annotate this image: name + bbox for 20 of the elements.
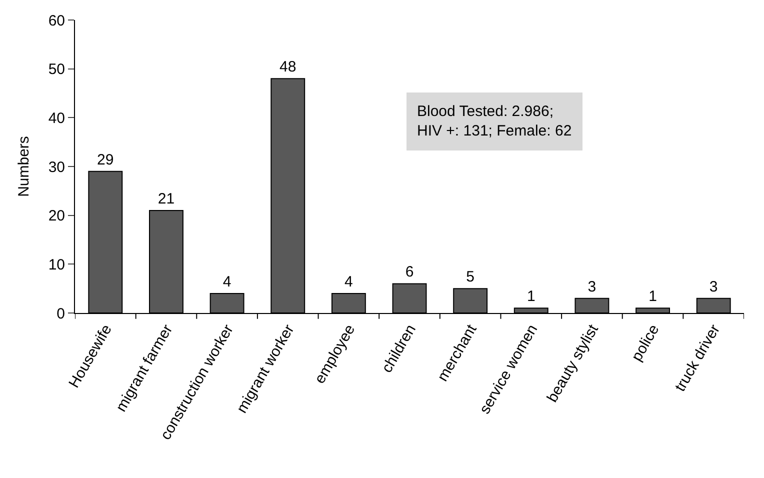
data-label: 29: [97, 151, 114, 168]
y-tick-label: 10: [48, 256, 65, 274]
y-axis-title: Numbers: [16, 136, 33, 197]
y-tick-label: 30: [48, 158, 65, 176]
data-label: 1: [526, 288, 536, 306]
data-label: 1: [648, 288, 657, 306]
data-label: 5: [466, 268, 474, 286]
y-tick-label: 0: [56, 305, 65, 322]
data-label: 4: [344, 273, 353, 290]
data-label: 6: [405, 264, 414, 281]
y-tick-label: 20: [48, 208, 65, 225]
data-label: 3: [588, 278, 596, 296]
y-tick-label: 50: [48, 61, 65, 78]
annotation: Blood Tested: 2.986; HIV +: 131; Female: 62: [417, 103, 572, 140]
data-label: 21: [158, 190, 175, 208]
data-label: 3: [709, 278, 718, 296]
data-label: 48: [280, 58, 296, 76]
y-tick-label: 40: [48, 110, 65, 127]
data-label: 4: [222, 273, 232, 290]
y-tick-label: 60: [48, 12, 65, 30]
